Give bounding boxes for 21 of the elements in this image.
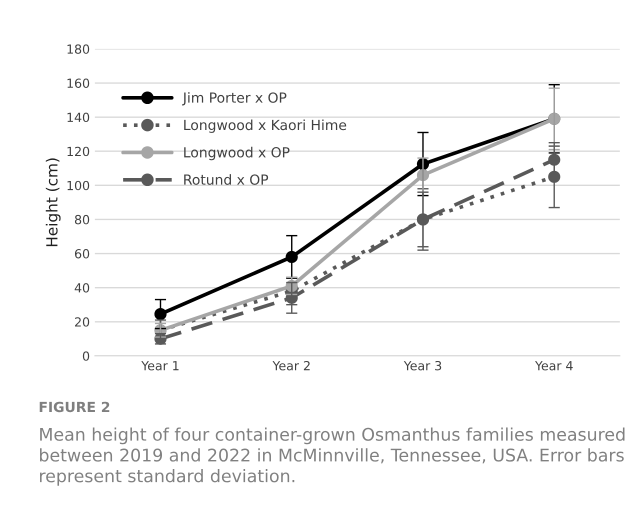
legend-label: Longwood x Kaori Hime <box>184 119 346 133</box>
y-tick-label: 160 <box>68 78 90 88</box>
y-tick-label: 0 <box>82 351 90 361</box>
legend-label: Rotund x OP <box>184 174 268 185</box>
text: Mean height of four container-grown Osmanthus families measured between 2019 and 2022 in McMinnville, Tennessee, USA. Error bars represent standard deviation. <box>40 427 624 486</box>
legend-label: Jim Porter x OP <box>182 92 286 106</box>
y-tick-label: 140 <box>68 112 90 122</box>
y-tick-label: 80 <box>74 214 90 224</box>
y-tick-label: 60 <box>74 249 90 258</box>
x-tick-label: Year 3 <box>404 360 442 370</box>
y-tick-label: 120 <box>68 146 90 156</box>
y-tick-label: 180 <box>68 44 90 54</box>
caption: FIGURE 2 <box>40 402 110 412</box>
y-tick-label: 100 <box>68 180 90 190</box>
y-axis-title: Height (cm) <box>46 158 61 246</box>
y-tick-label: 40 <box>74 283 90 293</box>
legend-label: Longwood x OP <box>184 146 290 160</box>
x-tick-label: Year 4 <box>535 361 573 370</box>
x-tick-label: Year 2 <box>272 360 310 370</box>
y-tick-label: 20 <box>75 317 90 327</box>
x-tick-label: Year 1 <box>141 361 179 370</box>
